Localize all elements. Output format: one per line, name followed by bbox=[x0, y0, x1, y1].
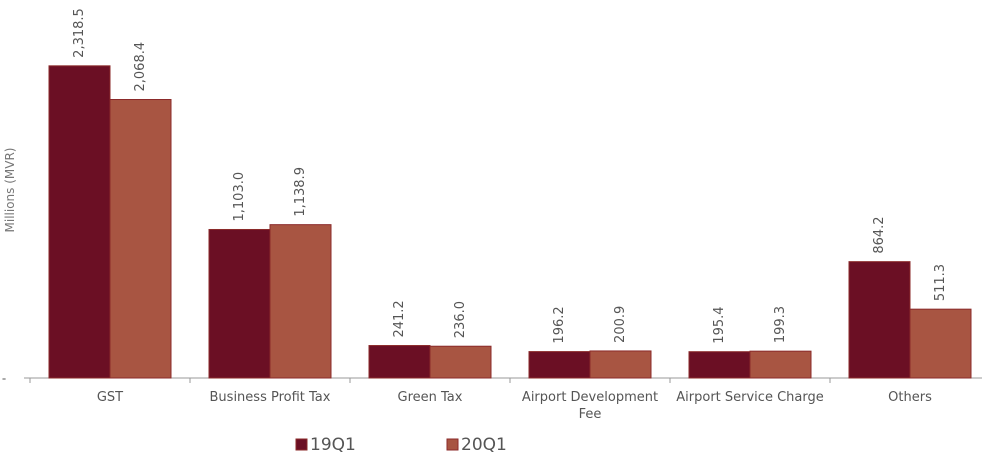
x-tick-label: Airport Development Fee bbox=[521, 390, 659, 422]
bar bbox=[429, 345, 492, 379]
value-label: 196.2 bbox=[552, 306, 567, 343]
value-label: 236.0 bbox=[453, 301, 468, 338]
bar bbox=[909, 308, 972, 379]
value-label: 511.3 bbox=[933, 264, 948, 301]
value-label: 1,138.9 bbox=[293, 167, 308, 217]
legend-swatch bbox=[446, 438, 459, 451]
legend-swatch bbox=[295, 438, 308, 451]
bar bbox=[269, 224, 332, 379]
bar bbox=[109, 99, 172, 379]
x-tick-label: Others bbox=[888, 390, 932, 405]
value-label: 1,103.0 bbox=[232, 172, 247, 222]
value-label: 241.2 bbox=[392, 300, 407, 337]
bar bbox=[848, 261, 911, 379]
x-tick-label: Airport Service Charge bbox=[676, 390, 824, 405]
bar bbox=[368, 345, 431, 379]
legend-label: 20Q1 bbox=[461, 435, 507, 455]
y-axis-label: Millions (MVR) bbox=[3, 148, 17, 233]
x-tick-label: Business Profit Tax bbox=[209, 390, 331, 405]
legend-label: 19Q1 bbox=[310, 435, 356, 455]
bar bbox=[528, 351, 591, 379]
value-label: 195.4 bbox=[712, 306, 727, 343]
bar bbox=[688, 351, 751, 379]
value-label: 864.2 bbox=[872, 216, 887, 253]
bar bbox=[48, 65, 111, 379]
value-label: 2,068.4 bbox=[133, 42, 148, 92]
bar bbox=[589, 350, 652, 379]
y-tick-label: - bbox=[2, 372, 6, 386]
x-tick-label: GST bbox=[96, 390, 124, 405]
value-label: 200.9 bbox=[613, 306, 628, 343]
x-tick-label: Green Tax bbox=[397, 390, 463, 405]
value-label: 199.3 bbox=[773, 306, 788, 343]
bar bbox=[749, 350, 812, 379]
value-label: 2,318.5 bbox=[72, 8, 87, 58]
bar bbox=[208, 228, 271, 379]
